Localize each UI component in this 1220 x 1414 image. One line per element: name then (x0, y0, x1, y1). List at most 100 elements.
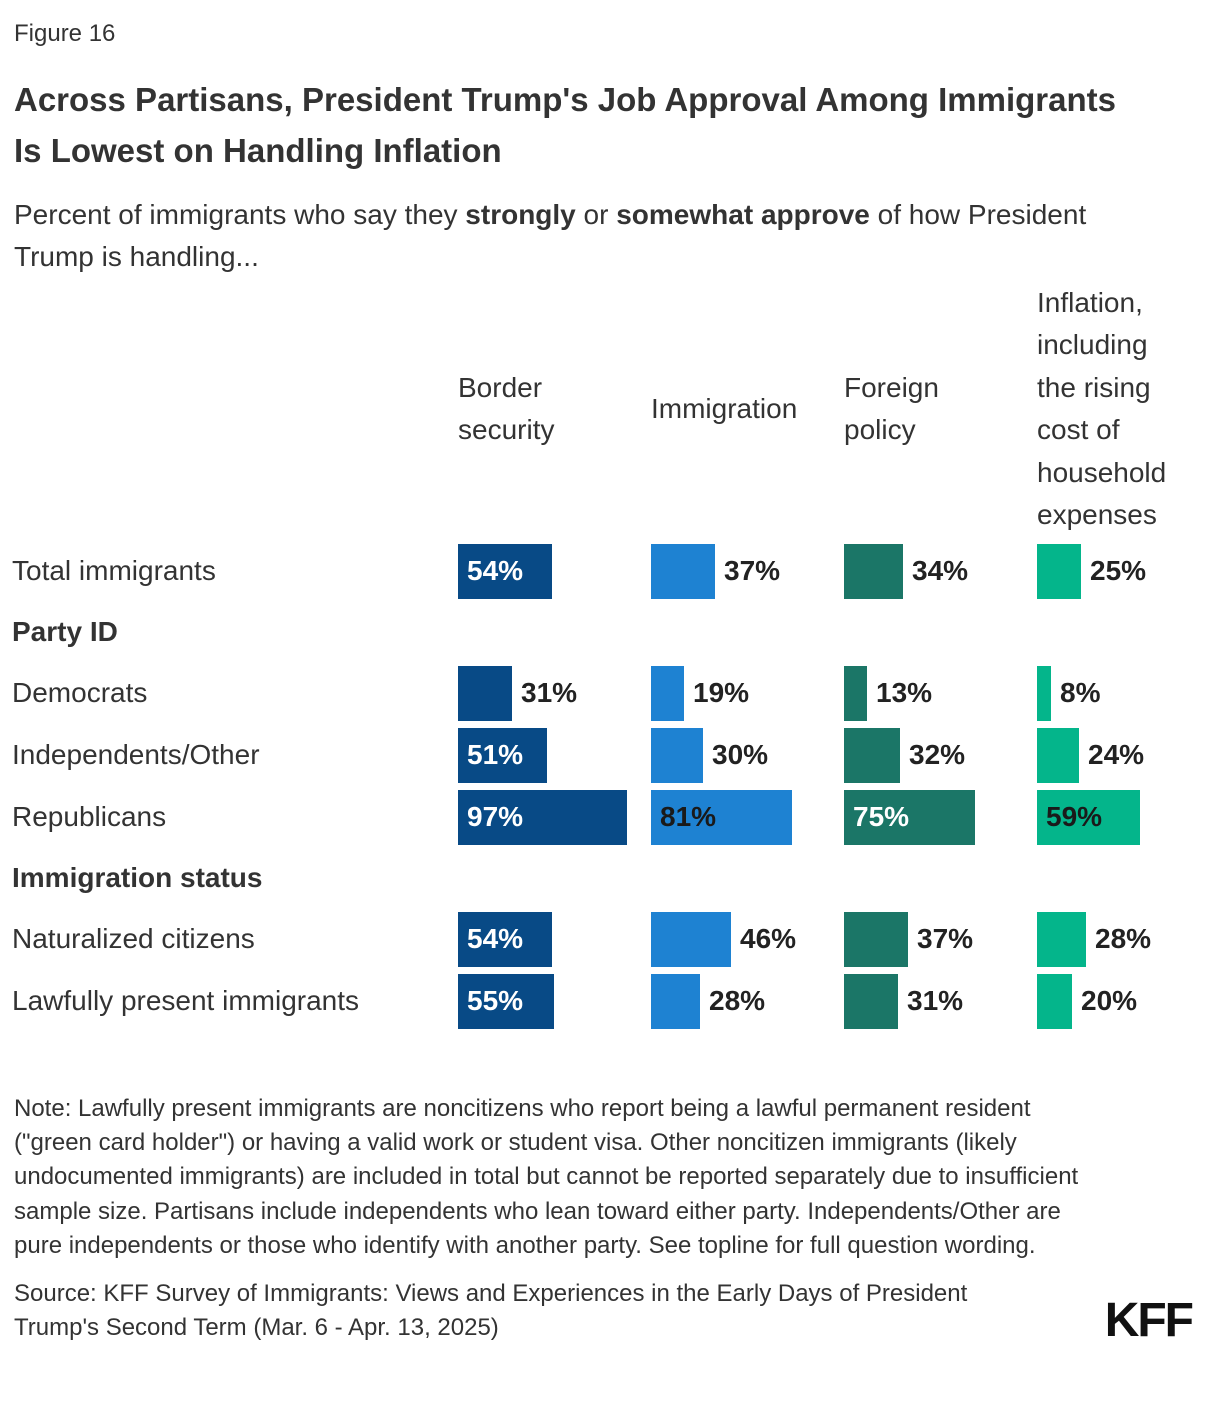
bar (651, 543, 715, 599)
bar-value-label: 54% (467, 923, 524, 955)
bar (1037, 665, 1051, 721)
bar-value-label: 59% (1046, 801, 1103, 833)
bar-cell: 31% (458, 665, 651, 721)
chart-row: Lawfully present immigrants 55% 28% 31% 20% (12, 970, 1220, 1032)
bar: 59% (1037, 789, 1140, 845)
bar-value-label: 30% (712, 739, 769, 771)
chart-row: Democrats 31% 19% 13% 8% (12, 662, 1220, 724)
chart-row: Total immigrants 54% 37% 34% 25% (12, 540, 1220, 602)
chart-title: Across Partisans, President Trump's Job … (14, 81, 1117, 170)
bar (1037, 727, 1079, 783)
bar: 54% (458, 911, 552, 967)
row-label: Lawfully present immigrants (12, 985, 360, 1017)
bar: 75% (844, 789, 975, 845)
bar-value-label: 28% (1095, 923, 1152, 955)
row-label: Total immigrants (12, 555, 216, 587)
bar (844, 665, 867, 721)
bar-cell: 32% (844, 727, 1037, 783)
section-header: Immigration status (12, 862, 263, 894)
bar-value-label: 37% (917, 923, 974, 955)
bar: 55% (458, 973, 554, 1029)
bar-value-label: 81% (660, 801, 717, 833)
bar-value-label: 13% (876, 677, 933, 709)
subtitle-segment: or (575, 199, 617, 231)
bar-value-label: 20% (1081, 985, 1138, 1017)
bar-value-label: 28% (709, 985, 766, 1017)
section-header: Party ID (12, 616, 118, 648)
bar (844, 911, 908, 967)
row-label: Democrats (12, 677, 148, 709)
column-header-foreign-policy: Foreign policy (844, 371, 939, 446)
chart-subtitle: Percent of immigrants who say they stron… (14, 194, 1154, 278)
subtitle-emphasis: strongly (465, 199, 576, 231)
bar-cell: 20% (1037, 973, 1220, 1029)
bar-value-label: 31% (521, 677, 578, 709)
bar-value-label: 46% (740, 923, 797, 955)
bar-value-label: 97% (467, 801, 524, 833)
section-row: Immigration status (12, 848, 1220, 908)
bar-cell: 37% (844, 911, 1037, 967)
bar-cell: 59% (1037, 789, 1220, 845)
bar-cell: 34% (844, 543, 1037, 599)
bar: 54% (458, 543, 552, 599)
subtitle-segment: of how President Trump is handling... (14, 199, 1087, 273)
bar-cell: 46% (651, 911, 844, 967)
bar-cell: 75% (844, 789, 1037, 845)
bar-cell: 81% (651, 789, 844, 845)
bar-value-label: 37% (724, 555, 781, 587)
bar-value-label: 24% (1088, 739, 1145, 771)
bar-cell: 28% (651, 973, 844, 1029)
bar (844, 543, 903, 599)
bar (1037, 911, 1086, 967)
bar-value-label: 51% (467, 739, 524, 771)
chart-rows: Total immigrants 54% 37% 34% 25% Party ID Demo… (12, 540, 1220, 1032)
bar (651, 973, 700, 1029)
bar (844, 973, 898, 1029)
bar-cell: 55% (458, 973, 651, 1029)
bar: 81% (651, 789, 792, 845)
source-text: Source: KFF Survey of Immigrants: Views … (14, 1279, 968, 1341)
subtitle-emphasis: somewhat approve (616, 199, 870, 231)
chart-row: Republicans 97% 81% 75% 59% (12, 786, 1220, 848)
section-row: Party ID (12, 602, 1220, 662)
bar-value-label: 54% (467, 555, 524, 587)
bar-value-label: 25% (1090, 555, 1147, 587)
note-text: Note: Lawfully present immigrants are no… (14, 1095, 1079, 1259)
bar-value-label: 31% (907, 985, 964, 1017)
bar-value-label: 19% (693, 677, 750, 709)
row-label: Independents/Other (12, 739, 260, 771)
bar-cell: 19% (651, 665, 844, 721)
bar-cell: 28% (1037, 911, 1220, 967)
bar-value-label: 75% (853, 801, 910, 833)
footer: Source: KFF Survey of Immigrants: Views … (12, 1277, 1220, 1345)
column-header-border-security: Border security (458, 371, 555, 446)
bar-value-label: 32% (909, 739, 966, 771)
bar-cell: 54% (458, 911, 651, 967)
bar (1037, 973, 1072, 1029)
bar: 51% (458, 727, 547, 783)
bar-cell: 25% (1037, 543, 1220, 599)
bar-chart: Border security Immigration Foreign poli… (12, 278, 1220, 1032)
bar-value-label: 55% (467, 985, 524, 1017)
kff-logo: KFF (1104, 1293, 1194, 1347)
bar: 97% (458, 789, 627, 845)
bar-cell: 8% (1037, 665, 1220, 721)
bar (844, 727, 900, 783)
chart-row: Naturalized citizens 54% 46% 37% 28% (12, 908, 1220, 970)
bar (651, 665, 684, 721)
bar-cell: 31% (844, 973, 1037, 1029)
bar-value-label: 34% (912, 555, 969, 587)
bar-cell: 24% (1037, 727, 1220, 783)
bar-cell: 97% (458, 789, 651, 845)
bar-cell: 51% (458, 727, 651, 783)
bar (458, 665, 512, 721)
bar-cell: 30% (651, 727, 844, 783)
subtitle-segment: Percent of immigrants who say they (14, 199, 466, 231)
column-header-immigration: Immigration (651, 393, 798, 424)
bar-cell: 13% (844, 665, 1037, 721)
bar-cell: 54% (458, 543, 651, 599)
column-header-inflation: Inflation, including the rising cost of … (1037, 286, 1167, 531)
row-label: Naturalized citizens (12, 923, 255, 955)
column-headers: Border security Immigration Foreign poli… (12, 278, 1220, 540)
